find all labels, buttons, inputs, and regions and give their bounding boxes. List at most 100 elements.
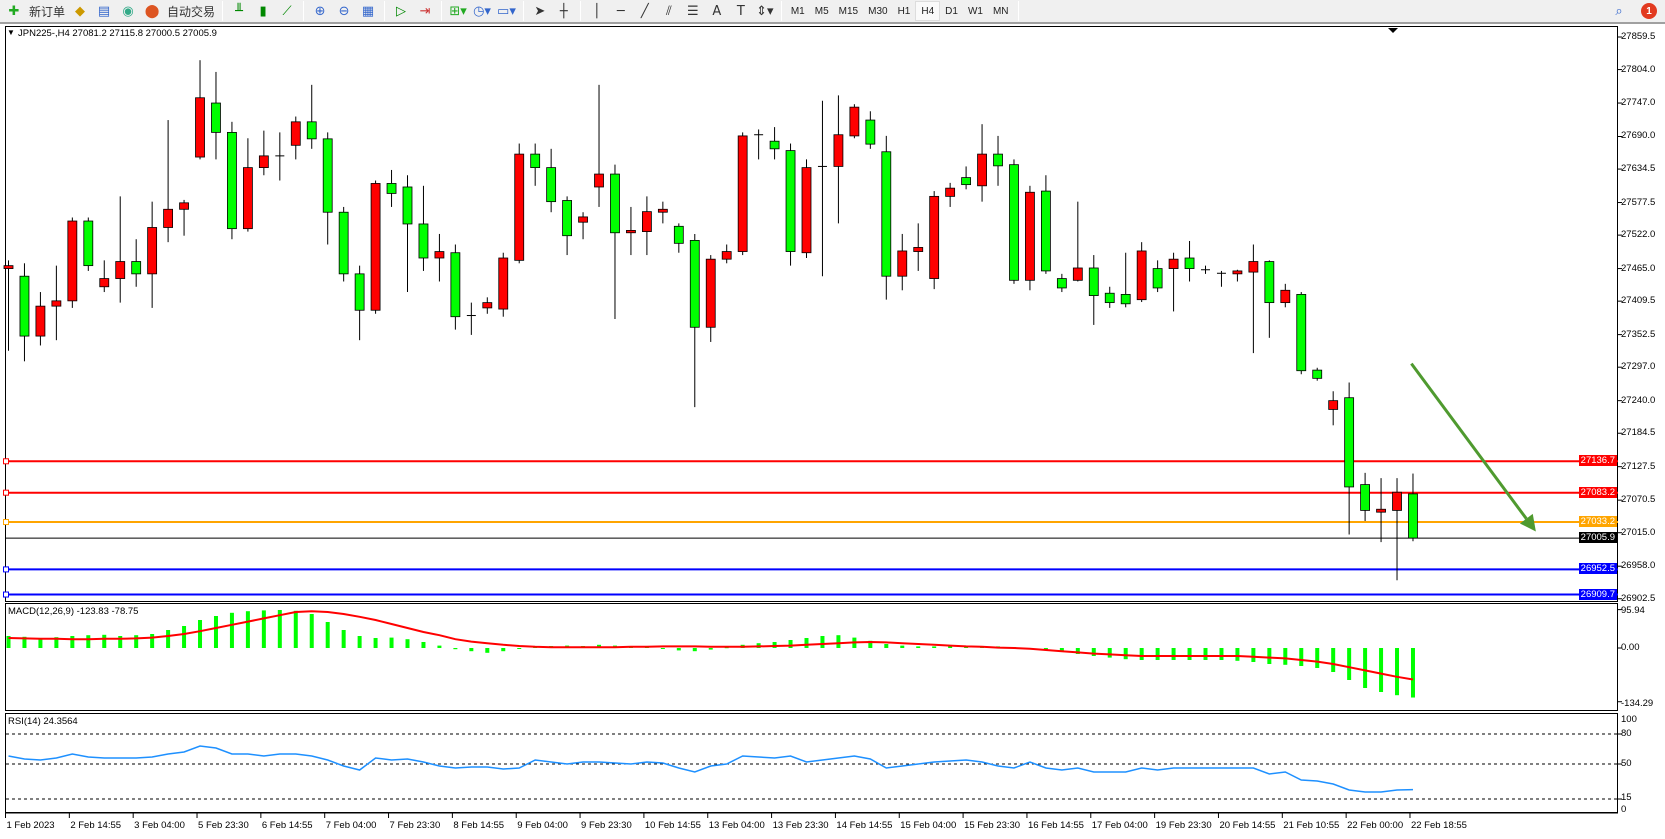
- arrows-icon[interactable]: ⇕▾: [756, 3, 774, 19]
- equidistant-channel-icon[interactable]: ⫽: [665, 3, 672, 19]
- candle-body: [1232, 270, 1243, 275]
- candle-body: [1184, 257, 1195, 269]
- time-label: 15 Feb 23:30: [964, 820, 1021, 831]
- signals-icon[interactable]: ◉: [122, 3, 134, 19]
- candle-body: [705, 258, 716, 328]
- macd-histogram-bar: [341, 630, 346, 648]
- price-tick-label: 27297.0: [1621, 361, 1656, 373]
- zoom-out-icon[interactable]: ⊖: [338, 3, 350, 19]
- price-tick-label: 27409.5: [1621, 295, 1656, 307]
- macd-histogram-bar: [868, 640, 873, 648]
- horizontal-line-icon[interactable]: ─: [616, 3, 625, 19]
- trend-arrow-line: [1410, 362, 1528, 520]
- timeframe-h1[interactable]: H1: [897, 5, 911, 17]
- macd-histogram-bar: [1187, 648, 1192, 660]
- candle-body: [594, 173, 604, 188]
- chart-window[interactable]: JPN225-,H4 27081.2 27115.8 27000.5 27005…: [0, 25, 1665, 839]
- timeframe-m15[interactable]: M15: [838, 5, 859, 17]
- candle-body: [801, 167, 812, 254]
- level-price-tag: 27033.2: [1578, 516, 1617, 528]
- macd-label: MACD(12,26,9) -123.83 -78.75: [8, 606, 139, 617]
- level-price-tag: 26952.5: [1578, 563, 1617, 575]
- rsi-pane[interactable]: [5, 713, 1618, 813]
- macd-histogram-bar: [421, 642, 426, 648]
- market-watch-icon[interactable]: ◆: [75, 3, 86, 19]
- macd-histogram-bar: [134, 635, 139, 648]
- auto-scroll-icon[interactable]: ▷: [396, 3, 407, 19]
- candle-body: [689, 239, 700, 328]
- macd-histogram-bar: [277, 610, 282, 648]
- fibonacci-icon[interactable]: ☰: [687, 3, 699, 19]
- divider: [222, 1, 224, 21]
- notification-icon[interactable]: 1: [1641, 3, 1657, 19]
- rsi-scale-50: 50: [1621, 758, 1632, 769]
- candle-body: [1280, 289, 1291, 304]
- macd-histogram-bar: [1155, 648, 1160, 660]
- candle-body: [881, 151, 892, 277]
- timeframe-m5[interactable]: M5: [814, 5, 829, 17]
- time-label: 8 Feb 14:55: [453, 820, 505, 831]
- candle-body: [1056, 278, 1067, 289]
- vertical-line-icon[interactable]: │: [592, 3, 601, 19]
- text-icon[interactable]: A: [712, 3, 722, 19]
- auto-trading-icon[interactable]: ⬤: [144, 3, 160, 19]
- new-order-button[interactable]: 新订单: [29, 4, 66, 19]
- zoom-in-icon[interactable]: ⊕: [314, 3, 326, 19]
- navigator-icon[interactable]: ▤: [97, 3, 111, 19]
- candle-body: [929, 195, 940, 279]
- divider: [441, 1, 443, 21]
- time-label: 7 Feb 23:30: [389, 820, 441, 831]
- macd-histogram-bar: [22, 636, 27, 648]
- indicators-icon[interactable]: ⊞▾: [449, 3, 467, 19]
- macd-histogram-bar: [469, 648, 474, 652]
- candle-body: [1104, 292, 1115, 304]
- timeframe-w1[interactable]: W1: [967, 5, 983, 17]
- candle-body: [290, 121, 301, 146]
- line-chart-icon[interactable]: ⟋: [282, 3, 292, 19]
- macd-histogram-bar: [229, 612, 234, 648]
- chart-shift-icon[interactable]: ⇥: [419, 3, 431, 19]
- candle-body: [530, 153, 541, 169]
- current-price-tag: 27005.9: [1578, 532, 1617, 544]
- chart-menu-icon[interactable]: ▼: [7, 28, 15, 37]
- time-label: 6 Feb 14:55: [261, 820, 313, 831]
- price-tick-label: 26902.5: [1621, 592, 1656, 604]
- cursor-icon[interactable]: ➤: [534, 3, 546, 19]
- trend-arrow-head-icon: [1519, 513, 1536, 532]
- candlestick-icon[interactable]: ▮: [259, 3, 267, 19]
- price-tick-label: 27184.5: [1621, 427, 1656, 439]
- text-label-icon[interactable]: T: [736, 3, 745, 19]
- divider: [303, 1, 305, 21]
- templates-icon[interactable]: ▭▾: [497, 3, 516, 19]
- bar-chart-icon[interactable]: ╨: [235, 3, 243, 19]
- candle-body: [1120, 293, 1131, 305]
- candle-body: [865, 119, 876, 145]
- divider: [780, 1, 782, 21]
- new-order-icon[interactable]: ✚: [8, 3, 20, 19]
- candle-body: [546, 167, 557, 203]
- macd-histogram-bar: [692, 648, 697, 652]
- candle-body: [673, 225, 684, 244]
- crosshair-icon[interactable]: ┼: [559, 3, 568, 19]
- trendline-icon[interactable]: ╱: [640, 3, 649, 19]
- candle-body: [961, 177, 971, 186]
- timeframe-m30[interactable]: M30: [868, 5, 888, 17]
- candle-body: [450, 252, 461, 318]
- timeframe-d1[interactable]: D1: [945, 5, 958, 17]
- timeframe-mn[interactable]: MN: [992, 5, 1009, 17]
- macd-histogram-bar: [900, 645, 905, 648]
- search-icon[interactable]: ⌕: [1615, 3, 1623, 19]
- candle-body: [721, 251, 732, 260]
- macd-histogram-bar: [245, 611, 250, 648]
- auto-trading-button[interactable]: 自动交易: [167, 4, 216, 19]
- timeframe-h4[interactable]: H4: [915, 1, 941, 21]
- periods-icon[interactable]: ◷▾: [473, 3, 491, 19]
- macd-histogram-bar: [1107, 648, 1112, 658]
- macd-histogram-bar: [660, 648, 665, 649]
- macd-histogram-bar: [1139, 648, 1144, 660]
- divider: [522, 1, 524, 21]
- time-label: 1 Feb 2023: [6, 820, 55, 831]
- timeframe-m1[interactable]: M1: [790, 5, 805, 17]
- time-label: 9 Feb 23:30: [581, 820, 632, 831]
- tile-windows-icon[interactable]: ▦: [361, 3, 375, 19]
